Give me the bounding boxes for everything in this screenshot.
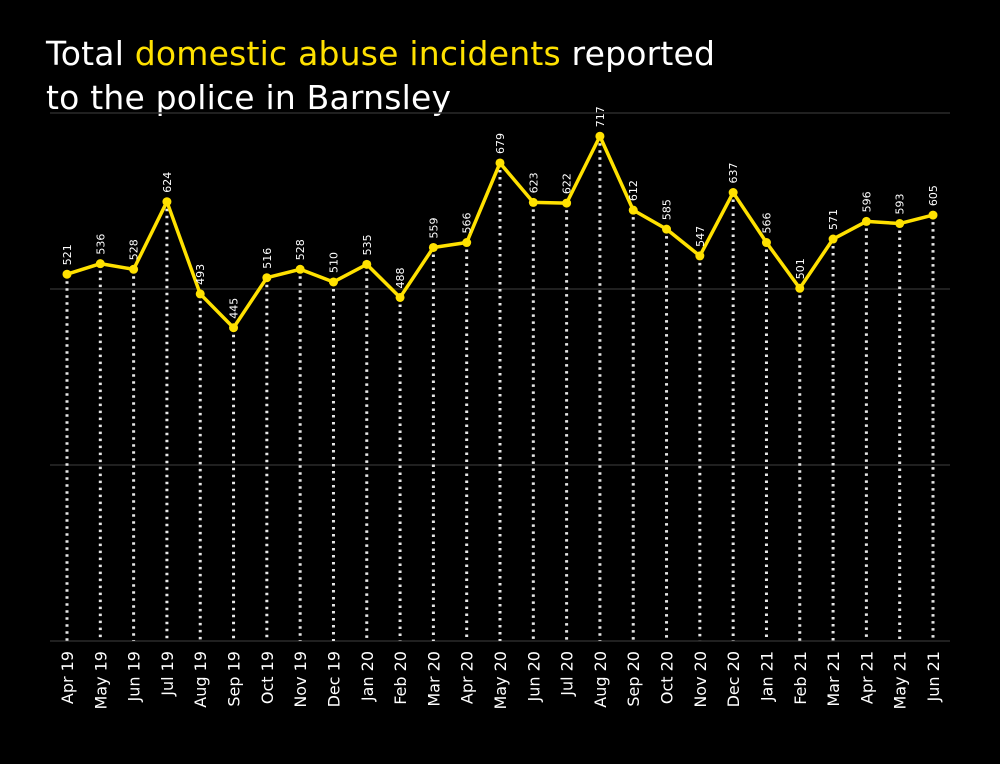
data-label: 612 bbox=[627, 180, 640, 201]
data-point bbox=[828, 234, 838, 244]
x-tick-label: Apr 20 bbox=[458, 651, 477, 704]
x-tick-label: Jul 20 bbox=[558, 651, 577, 697]
x-tick-label: Dec 20 bbox=[724, 651, 743, 707]
data-point bbox=[728, 188, 738, 198]
data-point bbox=[362, 259, 372, 269]
x-tick-label: Aug 19 bbox=[191, 651, 210, 708]
x-tick-label: Feb 21 bbox=[791, 651, 810, 705]
data-label: 528 bbox=[294, 239, 307, 260]
data-label: 536 bbox=[94, 234, 107, 255]
data-point bbox=[262, 273, 272, 283]
data-label: 679 bbox=[494, 133, 507, 154]
data-label: 571 bbox=[827, 209, 840, 230]
chart-title: Total domestic abuse incidents reported … bbox=[46, 32, 715, 120]
x-tick-label: Feb 20 bbox=[391, 651, 410, 705]
data-point bbox=[861, 216, 871, 226]
x-tick-label: Sep 20 bbox=[624, 651, 643, 707]
data-label: 445 bbox=[228, 298, 241, 319]
data-point bbox=[928, 210, 938, 220]
x-tick-label: Nov 20 bbox=[691, 651, 710, 708]
x-tick-label: Jun 19 bbox=[125, 651, 144, 702]
x-tick-label: Jan 21 bbox=[757, 651, 776, 702]
data-label: 605 bbox=[927, 185, 940, 206]
data-label: 528 bbox=[128, 239, 141, 260]
data-point bbox=[229, 323, 239, 333]
data-label: 521 bbox=[61, 244, 74, 265]
data-label: 501 bbox=[794, 258, 807, 279]
data-label: 717 bbox=[594, 106, 607, 127]
data-point bbox=[395, 292, 405, 302]
x-tick-label: Jan 20 bbox=[358, 651, 377, 702]
data-point bbox=[162, 197, 172, 207]
data-point bbox=[761, 238, 771, 248]
x-tick-label: Dec 19 bbox=[324, 651, 343, 707]
data-point bbox=[62, 269, 72, 279]
data-label: 637 bbox=[727, 163, 740, 184]
x-tick-label: Mar 20 bbox=[424, 651, 443, 707]
x-tick-label: Mar 21 bbox=[824, 651, 843, 707]
data-label: 624 bbox=[161, 172, 174, 193]
data-point bbox=[528, 197, 538, 207]
data-point bbox=[628, 205, 638, 215]
data-label: 566 bbox=[461, 213, 474, 234]
x-tick-label: May 20 bbox=[491, 651, 510, 710]
data-point bbox=[95, 259, 105, 269]
data-label: 593 bbox=[894, 194, 907, 215]
data-point bbox=[562, 198, 572, 208]
data-point bbox=[428, 242, 438, 252]
data-point bbox=[295, 264, 305, 274]
data-point bbox=[695, 251, 705, 261]
x-tick-label: Oct 20 bbox=[658, 651, 677, 704]
title-line-2: to the police in Barnsley bbox=[46, 78, 452, 117]
x-tick-label: Jul 19 bbox=[158, 651, 177, 697]
data-label: 535 bbox=[361, 234, 374, 255]
data-label: 547 bbox=[694, 226, 707, 247]
x-tick-label: Jun 21 bbox=[924, 651, 943, 702]
data-label: 596 bbox=[860, 191, 873, 212]
data-label: 622 bbox=[561, 173, 574, 194]
data-label: 559 bbox=[427, 217, 440, 238]
data-label: 516 bbox=[261, 248, 274, 269]
x-tick-label: Apr 19 bbox=[58, 651, 77, 704]
x-tick-label: Apr 21 bbox=[857, 651, 876, 704]
x-tick-label: Aug 20 bbox=[591, 651, 610, 708]
data-point bbox=[662, 224, 672, 234]
data-point bbox=[462, 238, 472, 248]
title-part-2: reported bbox=[560, 34, 716, 73]
title-part-1: Total bbox=[46, 34, 135, 73]
x-tick-label: Sep 19 bbox=[225, 651, 244, 707]
x-tick-label: Oct 19 bbox=[258, 651, 277, 704]
data-point bbox=[328, 277, 338, 287]
data-label: 585 bbox=[661, 199, 674, 220]
data-point bbox=[795, 283, 805, 293]
data-point bbox=[495, 158, 505, 168]
data-label: 566 bbox=[760, 213, 773, 234]
data-point bbox=[195, 289, 205, 299]
data-label: 488 bbox=[394, 267, 407, 288]
title-highlight: domestic abuse incidents bbox=[134, 34, 561, 73]
x-tick-label: Jun 20 bbox=[524, 651, 543, 702]
x-tick-label: May 21 bbox=[891, 651, 910, 710]
data-point bbox=[129, 264, 139, 274]
data-label: 493 bbox=[194, 264, 207, 285]
x-tick-label: May 19 bbox=[91, 651, 110, 710]
data-point bbox=[895, 219, 905, 229]
x-tick-label: Nov 19 bbox=[291, 651, 310, 708]
data-point bbox=[595, 131, 605, 141]
data-label: 623 bbox=[527, 172, 540, 193]
data-label: 510 bbox=[327, 252, 340, 273]
